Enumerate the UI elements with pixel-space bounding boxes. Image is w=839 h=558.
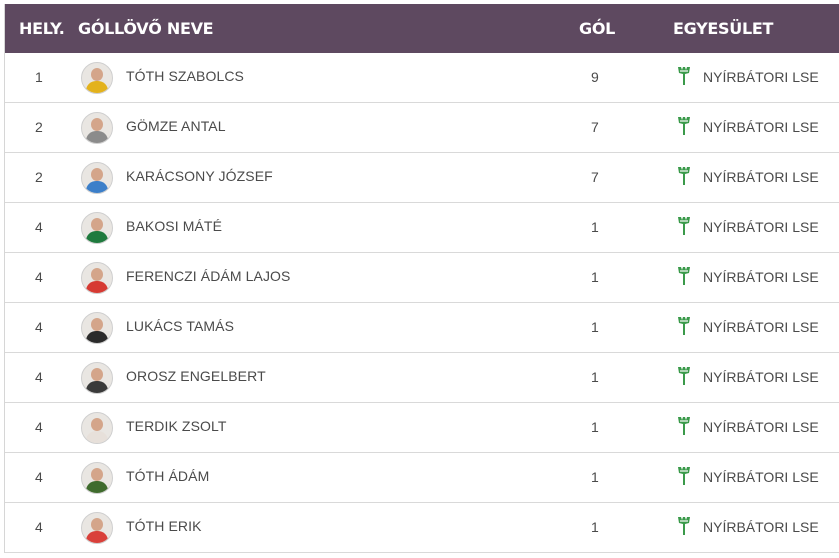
avatar-shirt bbox=[86, 431, 108, 443]
club-name[interactable]: NYÍRBÁTORI LSE bbox=[703, 519, 819, 535]
player-goals: 1 bbox=[591, 419, 599, 435]
table-row[interactable]: 4 OROSZ ENGELBERT 1 NYÍRBÁTORI LSE bbox=[5, 353, 839, 403]
avatar-shirt bbox=[86, 131, 108, 143]
player-name[interactable]: TÓTH SZABOLCS bbox=[126, 68, 244, 84]
club-name[interactable]: NYÍRBÁTORI LSE bbox=[703, 369, 819, 385]
table-row[interactable]: 4 LUKÁCS TAMÁS 1 NYÍRBÁTORI LSE bbox=[5, 303, 839, 353]
column-header-name: GÓLLÖVŐ NEVE bbox=[78, 19, 214, 38]
player-rank: 4 bbox=[35, 219, 43, 235]
avatar-shirt bbox=[86, 231, 108, 243]
avatar-head bbox=[91, 218, 103, 231]
player-rank: 4 bbox=[35, 469, 43, 485]
player-goals: 1 bbox=[591, 219, 599, 235]
avatar-shirt bbox=[86, 381, 108, 393]
player-avatar[interactable] bbox=[81, 412, 113, 444]
club-name[interactable]: NYÍRBÁTORI LSE bbox=[703, 69, 819, 85]
player-avatar[interactable] bbox=[81, 312, 113, 344]
table-body: 1 TÓTH SZABOLCS 9 NYÍRBÁTORI LSE 2 GÖMZE… bbox=[5, 53, 839, 553]
avatar-head bbox=[91, 268, 103, 281]
club-crest-icon bbox=[678, 417, 690, 435]
club-name[interactable]: NYÍRBÁTORI LSE bbox=[703, 319, 819, 335]
club-crest-icon bbox=[678, 117, 690, 135]
player-avatar[interactable] bbox=[81, 512, 113, 544]
player-rank: 2 bbox=[35, 119, 43, 135]
table-row[interactable]: 4 TÓTH ERIK 1 NYÍRBÁTORI LSE bbox=[5, 503, 839, 553]
column-header-rank: HELY. bbox=[19, 19, 65, 38]
player-goals: 1 bbox=[591, 269, 599, 285]
club-name[interactable]: NYÍRBÁTORI LSE bbox=[703, 269, 819, 285]
table-row[interactable]: 2 KARÁCSONY JÓZSEF 7 NYÍRBÁTORI LSE bbox=[5, 153, 839, 203]
player-name[interactable]: OROSZ ENGELBERT bbox=[126, 368, 266, 384]
player-name[interactable]: KARÁCSONY JÓZSEF bbox=[126, 168, 273, 184]
club-crest-icon bbox=[678, 217, 690, 235]
player-avatar[interactable] bbox=[81, 262, 113, 294]
player-name[interactable]: LUKÁCS TAMÁS bbox=[126, 318, 235, 334]
table-row[interactable]: 4 BAKOSI MÁTÉ 1 NYÍRBÁTORI LSE bbox=[5, 203, 839, 253]
avatar-shirt bbox=[86, 281, 108, 293]
club-crest-icon bbox=[678, 517, 690, 535]
player-goals: 9 bbox=[591, 69, 599, 85]
player-avatar[interactable] bbox=[81, 362, 113, 394]
player-goals: 1 bbox=[591, 519, 599, 535]
club-crest-icon bbox=[678, 67, 690, 85]
club-crest-icon bbox=[678, 467, 690, 485]
column-header-goals: GÓL bbox=[579, 19, 616, 38]
club-name[interactable]: NYÍRBÁTORI LSE bbox=[703, 169, 819, 185]
player-name[interactable]: TÓTH ÁDÁM bbox=[126, 468, 210, 484]
player-goals: 7 bbox=[591, 169, 599, 185]
player-name[interactable]: GÖMZE ANTAL bbox=[126, 118, 226, 134]
player-goals: 1 bbox=[591, 369, 599, 385]
player-rank: 4 bbox=[35, 419, 43, 435]
club-name[interactable]: NYÍRBÁTORI LSE bbox=[703, 119, 819, 135]
player-rank: 4 bbox=[35, 319, 43, 335]
avatar-head bbox=[91, 518, 103, 531]
player-rank: 2 bbox=[35, 169, 43, 185]
player-name[interactable]: TERDIK ZSOLT bbox=[126, 418, 227, 434]
club-crest-icon bbox=[678, 267, 690, 285]
avatar-shirt bbox=[86, 181, 108, 193]
avatar-head bbox=[91, 118, 103, 131]
player-name[interactable]: BAKOSI MÁTÉ bbox=[126, 218, 223, 234]
avatar-shirt bbox=[86, 531, 108, 543]
avatar-shirt bbox=[86, 331, 108, 343]
avatar-shirt bbox=[86, 481, 108, 493]
player-name[interactable]: TÓTH ERIK bbox=[126, 518, 202, 534]
column-header-club: EGYESÜLET bbox=[673, 19, 774, 38]
avatar-head bbox=[91, 418, 103, 431]
club-crest-icon bbox=[678, 317, 690, 335]
player-avatar[interactable] bbox=[81, 162, 113, 194]
player-goals: 1 bbox=[591, 319, 599, 335]
player-name[interactable]: FERENCZI ÁDÁM LAJOS bbox=[126, 268, 291, 284]
avatar-shirt bbox=[86, 81, 108, 93]
table-row[interactable]: 4 FERENCZI ÁDÁM LAJOS 1 NYÍRBÁTORI LSE bbox=[5, 253, 839, 303]
table-row[interactable]: 4 TERDIK ZSOLT 1 NYÍRBÁTORI LSE bbox=[5, 403, 839, 453]
table-row[interactable]: 1 TÓTH SZABOLCS 9 NYÍRBÁTORI LSE bbox=[5, 53, 839, 103]
player-avatar[interactable] bbox=[81, 212, 113, 244]
player-goals: 1 bbox=[591, 469, 599, 485]
player-avatar[interactable] bbox=[81, 112, 113, 144]
player-rank: 1 bbox=[35, 69, 43, 85]
club-name[interactable]: NYÍRBÁTORI LSE bbox=[703, 219, 819, 235]
table-header: HELY. GÓLLÖVŐ NEVE GÓL EGYESÜLET bbox=[5, 4, 839, 53]
club-crest-icon bbox=[678, 167, 690, 185]
avatar-head bbox=[91, 368, 103, 381]
club-name[interactable]: NYÍRBÁTORI LSE bbox=[703, 469, 819, 485]
table-row[interactable]: 4 TÓTH ÁDÁM 1 NYÍRBÁTORI LSE bbox=[5, 453, 839, 503]
player-goals: 7 bbox=[591, 119, 599, 135]
player-rank: 4 bbox=[35, 269, 43, 285]
avatar-head bbox=[91, 318, 103, 331]
club-crest-icon bbox=[678, 367, 690, 385]
avatar-head bbox=[91, 468, 103, 481]
scorers-table: HELY. GÓLLÖVŐ NEVE GÓL EGYESÜLET 1 TÓTH … bbox=[4, 4, 839, 553]
player-avatar[interactable] bbox=[81, 462, 113, 494]
player-rank: 4 bbox=[35, 369, 43, 385]
club-name[interactable]: NYÍRBÁTORI LSE bbox=[703, 419, 819, 435]
table-row[interactable]: 2 GÖMZE ANTAL 7 NYÍRBÁTORI LSE bbox=[5, 103, 839, 153]
avatar-head bbox=[91, 68, 103, 81]
player-avatar[interactable] bbox=[81, 62, 113, 94]
avatar-head bbox=[91, 168, 103, 181]
player-rank: 4 bbox=[35, 519, 43, 535]
